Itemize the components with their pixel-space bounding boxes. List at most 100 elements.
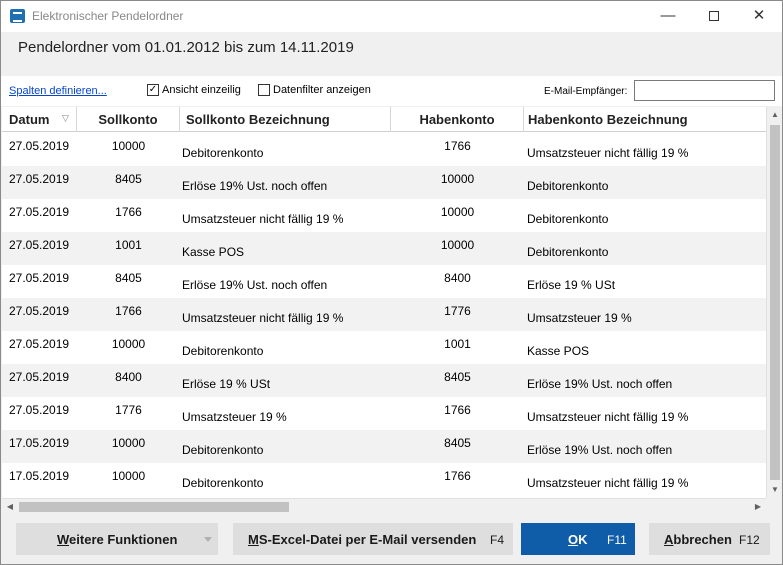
checkbox-checked-icon[interactable]: ✓ (147, 84, 159, 96)
cell-sollkonto: 1776 (115, 403, 142, 417)
cell-habenkonto: 1001 (444, 337, 471, 351)
column-header-sollkonto[interactable]: Sollkonto (77, 107, 180, 132)
cell-sollkonto-bezeichnung: Debitorenkonto (182, 344, 264, 358)
scrollbar-corner (766, 498, 782, 514)
cell-sollkonto-bezeichnung: Erlöse 19 % USt (182, 377, 271, 391)
checkbox-unchecked-icon[interactable] (258, 84, 270, 96)
cell-habenkonto-bezeichnung: Umsatzsteuer nicht fällig 19 % (527, 146, 689, 160)
grid-rows: 27.05.2019 10000 Debitorenkonto 1766 Umsatzs… (2, 133, 766, 496)
cell-datum: 27.05.2019 (9, 304, 70, 318)
dropdown-arrow-icon[interactable] (204, 537, 212, 542)
scroll-left-icon[interactable]: ◀ (6, 502, 14, 511)
cell-sollkonto: 10000 (111, 337, 146, 351)
email-recipient-input[interactable] (634, 80, 775, 101)
cell-datum: 27.05.2019 (9, 337, 70, 351)
scroll-right-icon[interactable]: ▶ (754, 502, 762, 511)
title-bar: Elektronischer Pendelordner — ✕ (1, 1, 782, 32)
cell-habenkonto: 8405 (444, 370, 471, 384)
cell-sollkonto: 1001 (115, 238, 142, 252)
cell-sollkonto-bezeichnung: Umsatzsteuer 19 % (182, 410, 287, 424)
cell-sollkonto-bezeichnung: Debitorenkonto (182, 476, 264, 490)
horizontal-scrollbar[interactable]: ◀ ▶ (2, 498, 766, 514)
page-title: Pendelordner vom 01.01.2012 bis zum 14.1… (18, 39, 354, 56)
scroll-up-icon[interactable]: ▲ (771, 110, 779, 119)
table-row[interactable]: 27.05.2019 1776 Umsatzsteuer 19 % 1766 Umsat… (2, 397, 766, 430)
close-button[interactable]: ✕ (752, 7, 766, 24)
cell-habenkonto: 10000 (440, 205, 475, 219)
more-functions-button[interactable]: Weitere Funktionen (16, 523, 218, 555)
cell-habenkonto: 1766 (444, 469, 471, 483)
cell-sollkonto-bezeichnung: Kasse POS (182, 245, 245, 259)
cell-datum: 27.05.2019 (9, 370, 70, 384)
cell-habenkonto-bezeichnung: Kasse POS (527, 344, 590, 358)
email-recipient-label: E-Mail-Empfänger: (544, 86, 628, 97)
define-columns-link[interactable]: Spalten definieren... (9, 85, 107, 97)
toolbar: Spalten definieren... ✓ Ansicht einzeili… (1, 76, 782, 106)
vertical-scroll-thumb[interactable] (770, 125, 780, 480)
cell-habenkonto: 10000 (440, 172, 475, 186)
table-row[interactable]: 27.05.2019 8400 Erlöse 19 % USt 8405 Erlöse … (2, 364, 766, 397)
maximize-icon (709, 11, 719, 22)
cell-sollkonto: 10000 (111, 436, 146, 450)
column-header-datum[interactable]: Datum ▽ (2, 107, 77, 132)
horizontal-scroll-thumb[interactable] (19, 502, 289, 512)
column-header-habenkonto[interactable]: Habenkonto (391, 107, 524, 132)
cell-sollkonto-bezeichnung: Erlöse 19% Ust. noch offen (182, 278, 328, 292)
shortcut-f4: F4 (490, 533, 505, 547)
table-row[interactable]: 27.05.2019 1766 Umsatzsteuer nicht fällig … (2, 199, 766, 232)
cell-habenkonto: 1766 (444, 139, 471, 153)
cell-habenkonto-bezeichnung: Umsatzsteuer 19 % (527, 311, 632, 325)
minimize-button[interactable]: — (660, 7, 676, 24)
cell-sollkonto-bezeichnung: Debitorenkonto (182, 146, 264, 160)
scroll-down-icon[interactable]: ▼ (771, 485, 779, 494)
cell-datum: 27.05.2019 (9, 205, 70, 219)
cell-habenkonto-bezeichnung: Umsatzsteuer nicht fällig 19 % (527, 476, 689, 490)
cell-habenkonto-bezeichnung: Debitorenkonto (527, 245, 609, 259)
column-header-habenkonto-bezeichnung[interactable]: Habenkonto Bezeichnung (528, 112, 688, 127)
footer: Weitere Funktionen MS-Excel-Datei per E-… (1, 514, 782, 564)
app-icon (10, 9, 25, 23)
cell-datum: 27.05.2019 (9, 139, 70, 153)
table-row[interactable]: 27.05.2019 10000 Debitorenkonto 1001 Kasse P… (2, 331, 766, 364)
cell-sollkonto: 8405 (115, 271, 142, 285)
cell-habenkonto: 1766 (444, 403, 471, 417)
maximize-button[interactable] (691, 1, 737, 32)
shortcut-f12: F12 (739, 533, 760, 547)
cell-datum: 27.05.2019 (9, 238, 70, 252)
single-line-view-checkbox[interactable]: ✓ Ansicht einzeilig (147, 84, 241, 96)
grid-header: Datum ▽ Sollkonto Sollkonto Bezeichnung … (2, 107, 766, 132)
cell-sollkonto-bezeichnung: Umsatzsteuer nicht fällig 19 % (182, 212, 344, 226)
ok-button[interactable]: OK F11 (521, 523, 635, 555)
table-row[interactable]: 27.05.2019 1001 Kasse POS 10000 Debitorenkon… (2, 232, 766, 265)
vertical-scrollbar[interactable]: ▲ ▼ (766, 107, 782, 498)
window-title: Elektronischer Pendelordner (32, 9, 184, 23)
journal-grid: Datum ▽ Sollkonto Sollkonto Bezeichnung … (2, 107, 782, 514)
cell-habenkonto-bezeichnung: Umsatzsteuer nicht fällig 19 % (527, 410, 689, 424)
cell-habenkonto: 10000 (440, 238, 475, 252)
cell-sollkonto-bezeichnung: Umsatzsteuer nicht fällig 19 % (182, 311, 344, 325)
show-datafilter-checkbox[interactable]: Datenfilter anzeigen (258, 84, 371, 96)
table-row[interactable]: 17.05.2019 10000 Debitorenkonto 1766 Umsatzs… (2, 463, 766, 496)
cell-habenkonto-bezeichnung: Erlöse 19 % USt (527, 278, 616, 292)
sort-descending-icon: ▽ (62, 113, 69, 123)
send-excel-email-button[interactable]: MS-Excel-Datei per E-Mail versenden F4 (233, 523, 513, 555)
table-row[interactable]: 27.05.2019 1766 Umsatzsteuer nicht fällig … (2, 298, 766, 331)
cell-habenkonto: 1776 (444, 304, 471, 318)
cell-habenkonto-bezeichnung: Erlöse 19% Ust. noch offen (527, 443, 673, 457)
single-line-view-label: Ansicht einzeilig (162, 84, 241, 96)
table-row[interactable]: 27.05.2019 10000 Debitorenkonto 1766 Umsatzs… (2, 133, 766, 166)
cell-habenkonto: 8400 (444, 271, 471, 285)
shortcut-f11: F11 (607, 533, 627, 547)
cell-datum: 17.05.2019 (9, 436, 70, 450)
page-header: Pendelordner vom 01.01.2012 bis zum 14.1… (1, 32, 782, 76)
cell-sollkonto-bezeichnung: Erlöse 19% Ust. noch offen (182, 179, 328, 193)
column-header-sollkonto-bezeichnung[interactable]: Sollkonto Bezeichnung (180, 107, 391, 132)
table-row[interactable]: 27.05.2019 8405 Erlöse 19% Ust. noch offen… (2, 265, 766, 298)
cancel-button[interactable]: Abbrechen F12 (649, 523, 770, 555)
table-row[interactable]: 17.05.2019 10000 Debitorenkonto 8405 Erlöse … (2, 430, 766, 463)
table-row[interactable]: 27.05.2019 8405 Erlöse 19% Ust. noch offen… (2, 166, 766, 199)
cell-sollkonto: 1766 (115, 304, 142, 318)
cell-habenkonto-bezeichnung: Erlöse 19% Ust. noch offen (527, 377, 673, 391)
cell-sollkonto: 10000 (111, 469, 146, 483)
